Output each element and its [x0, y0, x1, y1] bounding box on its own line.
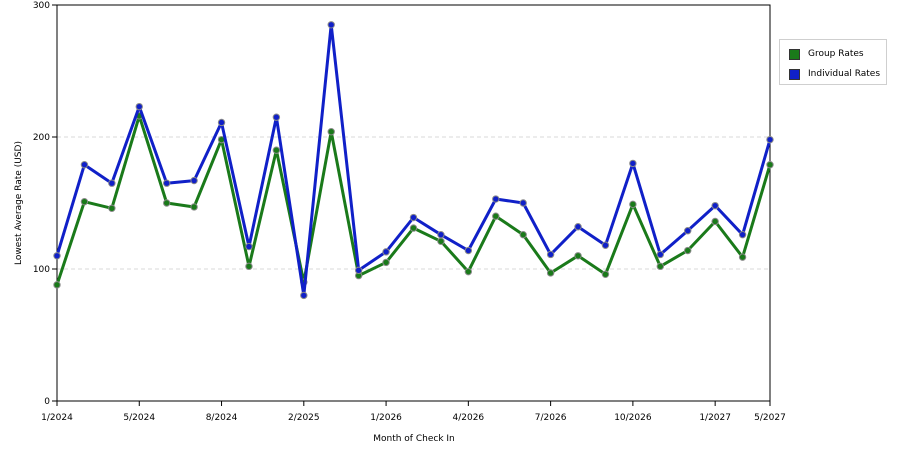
data-point-group-rates [382, 258, 390, 267]
data-point-group-rates [738, 253, 747, 261]
series-lines [53, 21, 774, 300]
series-individual-rates [53, 21, 774, 300]
data-point-individual-rates [766, 135, 774, 144]
data-point-individual-rates [245, 242, 253, 251]
data-point-group-rates [711, 217, 719, 226]
x-tick-label: 5/2024 [123, 413, 155, 423]
data-point-group-rates [629, 200, 637, 209]
x-tick-label: 1/2027 [699, 413, 731, 423]
legend-swatch-individual-rates [789, 68, 800, 80]
data-point-group-rates [108, 204, 116, 212]
data-point-individual-rates [738, 230, 747, 239]
legend-swatch-group-rates [789, 48, 800, 60]
x-tick-label: 2/2025 [288, 413, 320, 423]
legend-label-individual-rates: Individual Rates [808, 69, 881, 79]
legend-item-group-rates: Group Rates [789, 47, 864, 61]
legend-item-individual-rates: Individual Rates [789, 67, 880, 81]
data-point-group-rates [464, 267, 473, 276]
series-line-group-rates [55, 114, 772, 286]
x-tick-label: 4/2026 [453, 413, 485, 423]
x-tick-label: 1/2026 [370, 413, 402, 423]
data-point-individual-rates [217, 118, 226, 127]
series-group-rates [53, 112, 774, 289]
data-point-individual-rates [382, 248, 390, 256]
y-tick-label: 300 [33, 1, 50, 11]
data-point-group-rates [766, 161, 774, 169]
data-point-individual-rates [300, 291, 308, 300]
data-point-individual-rates [464, 246, 473, 255]
data-point-group-rates [519, 230, 527, 239]
data-point-individual-rates [108, 179, 116, 187]
data-point-individual-rates [656, 250, 665, 259]
data-point-individual-rates [409, 213, 418, 222]
data-point-group-rates [162, 199, 171, 207]
x-tick-label: 10/2026 [614, 413, 652, 423]
data-point-group-rates [437, 237, 445, 245]
data-point-individual-rates [519, 199, 527, 207]
data-point-individual-rates [190, 176, 198, 185]
data-point-individual-rates [354, 266, 363, 275]
data-point-group-rates [546, 269, 555, 277]
data-point-individual-rates [546, 250, 555, 259]
data-point-individual-rates [53, 252, 61, 260]
data-point-individual-rates [162, 179, 171, 187]
data-point-individual-rates [492, 195, 500, 203]
plot-frame [56, 4, 771, 402]
data-point-group-rates [574, 252, 582, 260]
data-point-individual-rates [629, 159, 637, 168]
data-point-individual-rates [711, 201, 719, 210]
data-point-group-rates [684, 246, 692, 255]
data-point-group-rates [190, 203, 198, 211]
y-tick-label: 0 [44, 397, 50, 407]
legend-label-group-rates: Group Rates [808, 49, 864, 59]
data-point-group-rates [245, 262, 253, 271]
x-tick-label: 5/2027 [754, 413, 786, 423]
data-point-individual-rates [327, 21, 335, 29]
x-tick-label: 1/2024 [41, 413, 73, 423]
data-point-individual-rates [684, 227, 692, 235]
data-point-group-rates [601, 270, 610, 278]
y-tick-label: 200 [33, 133, 50, 143]
data-point-individual-rates [80, 161, 89, 169]
data-point-individual-rates [601, 241, 610, 249]
data-point-group-rates [409, 224, 418, 232]
data-point-group-rates [80, 197, 89, 206]
y-tick-label: 100 [33, 265, 50, 275]
legend: Group Rates Individual Rates [779, 39, 887, 85]
data-point-group-rates [53, 281, 61, 289]
data-point-group-rates [272, 146, 281, 154]
data-point-group-rates [656, 262, 665, 271]
data-point-individual-rates [437, 230, 445, 239]
data-point-group-rates [327, 128, 335, 136]
data-point-individual-rates [574, 223, 582, 231]
axes [52, 4, 771, 406]
tick-labels: 0 100 200 300 1/2024 5/2024 8/2024 2/2025 1/2026… [33, 1, 786, 423]
y-axis-title: Lowest Average Rate (USD) [14, 141, 24, 265]
data-point-group-rates [492, 212, 500, 220]
x-tick-label: 7/2026 [535, 413, 567, 423]
x-tick-label: 8/2024 [206, 413, 238, 423]
x-axis-title: Month of Check In [373, 434, 455, 444]
data-point-individual-rates [272, 113, 281, 121]
data-point-individual-rates [135, 102, 143, 111]
